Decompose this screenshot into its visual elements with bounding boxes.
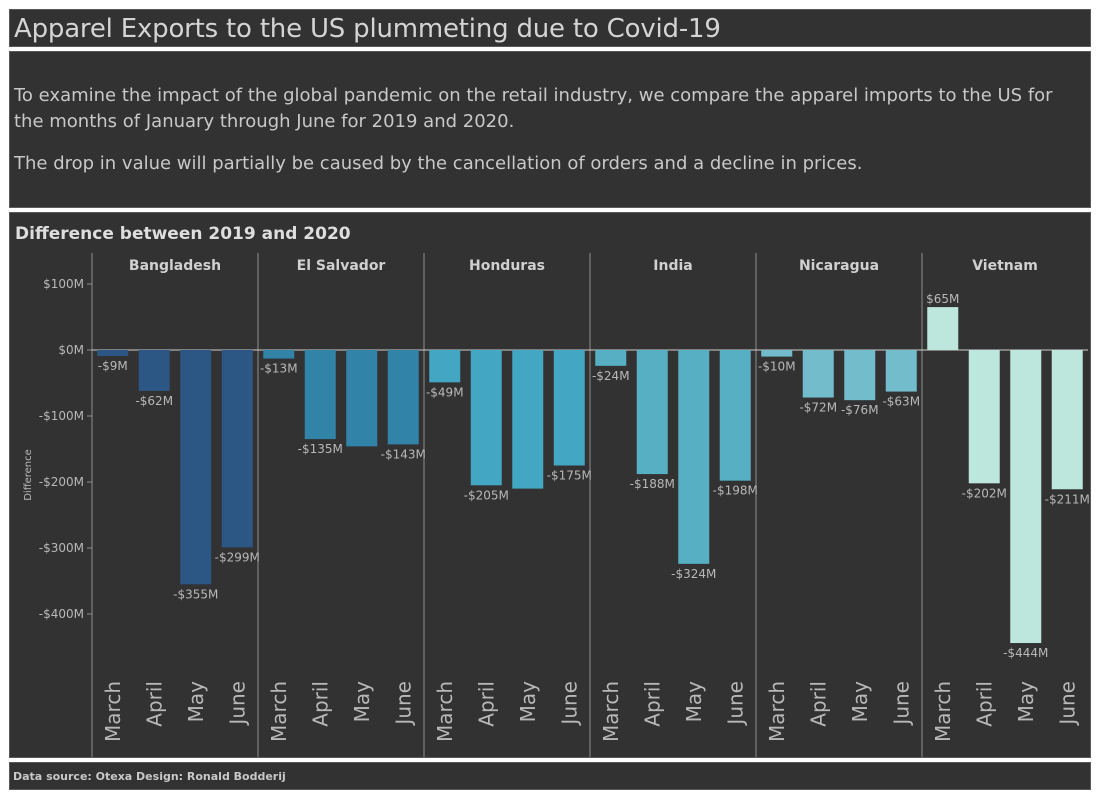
- bar: [97, 350, 129, 356]
- y-tick-label: $0M: [58, 343, 84, 357]
- data-label: -$202M: [962, 486, 1007, 500]
- chart-panel: Difference between 2019 and 2020 Differe…: [9, 212, 1091, 758]
- data-label: -$62M: [135, 394, 173, 408]
- y-tick-label: -$400M: [39, 607, 84, 621]
- data-label: -$13M: [260, 362, 298, 376]
- x-tick-label: April: [474, 681, 498, 727]
- x-tick-label: April: [972, 681, 996, 727]
- bar: [512, 350, 544, 489]
- data-label: -$175M: [547, 469, 592, 483]
- data-label: -$324M: [671, 567, 716, 581]
- bar: [595, 350, 627, 366]
- y-tick-label: -$300M: [39, 541, 84, 555]
- y-axis-label: Difference: [23, 449, 34, 501]
- x-tick-label: June: [723, 681, 747, 727]
- data-label: $65M: [926, 292, 959, 306]
- data-label: -$63M: [882, 395, 920, 409]
- footer-panel: Data source: Otexa Design: Ronald Bodder…: [9, 762, 1091, 790]
- x-tick-label: June: [225, 681, 249, 727]
- data-label: -$188M: [630, 477, 675, 491]
- bar: [429, 350, 461, 383]
- x-tick-label: May: [350, 681, 374, 723]
- data-label: -$76M: [841, 403, 879, 417]
- x-tick-label: June: [889, 681, 913, 727]
- x-tick-label: May: [682, 681, 706, 723]
- x-tick-label: June: [1055, 681, 1079, 727]
- page-title: Apparel Exports to the US plummeting due…: [14, 14, 721, 44]
- x-tick-label: March: [599, 681, 623, 742]
- bar: [553, 350, 585, 466]
- x-tick-label: May: [848, 681, 872, 723]
- data-label: -$135M: [298, 442, 343, 456]
- x-tick-label: March: [267, 681, 291, 742]
- bar: [927, 307, 959, 350]
- data-label: -$205M: [464, 488, 509, 502]
- x-tick-label: May: [516, 681, 540, 723]
- bar: [1010, 350, 1042, 644]
- bar-chart: Difference between 2019 and 2020 Differe…: [15, 224, 1090, 757]
- y-tick-label: -$100M: [39, 409, 84, 423]
- data-label: -$24M: [592, 369, 630, 383]
- panel-header-india: India: [653, 258, 692, 274]
- panel-header-bangladesh: Bangladesh: [129, 258, 221, 274]
- bar: [968, 350, 1000, 484]
- x-tick-label: April: [806, 681, 830, 727]
- x-tick-label: March: [433, 681, 457, 742]
- panel-header-el-salvador: El Salvador: [297, 258, 386, 274]
- bar: [346, 350, 378, 447]
- data-label: -$143M: [381, 447, 426, 461]
- x-tick-label: May: [184, 681, 208, 723]
- x-tick-label: March: [765, 681, 789, 742]
- bar: [636, 350, 668, 475]
- x-tick-label: June: [391, 681, 415, 727]
- y-tick-label: -$200M: [39, 475, 84, 489]
- chart-title: Difference between 2019 and 2020: [15, 224, 351, 244]
- footer-credits: Data source: Otexa Design: Ronald Bodder…: [13, 770, 286, 783]
- y-tick-label: $100M: [43, 277, 84, 291]
- bar: [678, 350, 710, 564]
- bar: [802, 350, 834, 398]
- x-tick-label: March: [101, 681, 125, 742]
- bar: [221, 350, 253, 548]
- panel-header-vietnam: Vietnam: [972, 258, 1038, 274]
- bar: [844, 350, 876, 401]
- bar: [1051, 350, 1083, 490]
- bar: [180, 350, 212, 585]
- x-tick-label: April: [308, 681, 332, 727]
- intro-paragraph-1: To examine the impact of the global pand…: [14, 85, 1053, 132]
- x-tick-label: May: [1014, 681, 1038, 723]
- intro-panel: To examine the impact of the global pand…: [9, 51, 1091, 208]
- x-tick-label: March: [931, 681, 955, 742]
- data-label: -$49M: [426, 385, 464, 399]
- data-label: -$211M: [1045, 492, 1090, 506]
- bar: [470, 350, 502, 486]
- data-label: -$299M: [215, 550, 260, 564]
- data-label: -$198M: [713, 484, 758, 498]
- title-panel: Apparel Exports to the US plummeting due…: [9, 9, 1091, 47]
- x-tick-label: June: [557, 681, 581, 727]
- bar: [719, 350, 751, 481]
- intro-paragraph-2: The drop in value will partially be caus…: [14, 153, 863, 174]
- data-label: -$10M: [758, 360, 796, 374]
- bar: [304, 350, 336, 440]
- bar: [885, 350, 917, 392]
- data-label: -$72M: [799, 401, 837, 415]
- data-label: -$355M: [173, 587, 218, 601]
- x-tick-label: April: [640, 681, 664, 727]
- data-label: -$9M: [98, 359, 128, 373]
- panel-header-honduras: Honduras: [469, 258, 545, 274]
- bar: [138, 350, 170, 391]
- bar: [387, 350, 419, 445]
- data-label: -$444M: [1003, 646, 1048, 660]
- x-tick-label: April: [142, 681, 166, 727]
- panel-header-nicaragua: Nicaragua: [799, 258, 879, 274]
- bar: [761, 350, 793, 357]
- bar: [263, 350, 295, 359]
